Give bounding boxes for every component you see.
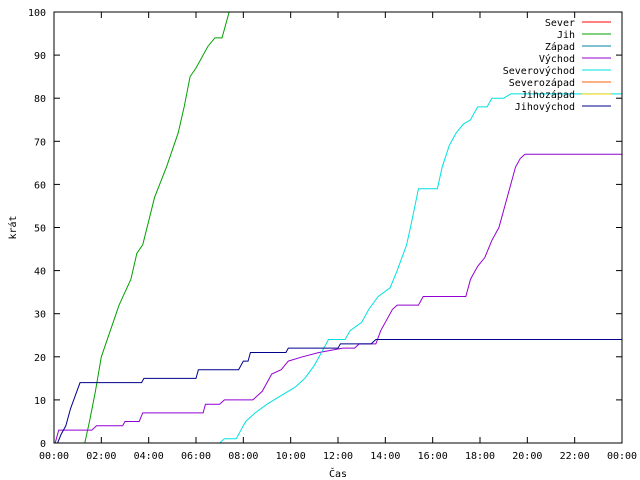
y-tick-label: 0	[40, 439, 46, 450]
x-tick-label: 00:00	[39, 451, 69, 462]
x-tick-label: 18:00	[465, 451, 495, 462]
x-tick-label: 00:00	[607, 451, 637, 462]
legend: SeverJihZápadVýchodSeverovýchodSeverozáp…	[503, 18, 611, 113]
series-line-východ	[54, 153, 622, 444]
y-tick-label: 20	[34, 353, 46, 364]
y-tick-label: 50	[34, 224, 46, 235]
x-tick-label: 08:00	[228, 451, 258, 462]
y-tick-label: 10	[34, 396, 46, 407]
x-tick-label: 14:00	[370, 451, 400, 462]
series-line-jihovýchod	[57, 339, 622, 444]
y-axis: 0 10 20 30 40 50 60 70 80 90 100	[28, 8, 622, 450]
x-tick-label: 20:00	[512, 451, 542, 462]
x-tick-label: 16:00	[418, 451, 448, 462]
series-line-jih	[84, 11, 230, 444]
series-line-severovýchod	[219, 93, 622, 444]
legend-label: Jih	[557, 30, 575, 41]
y-tick-label: 70	[34, 137, 46, 148]
y-tick-label: 100	[28, 8, 46, 19]
x-tick-label: 12:00	[323, 451, 353, 462]
x-tick-label: 22:00	[560, 451, 590, 462]
y-tick-label: 60	[34, 180, 46, 191]
y-tick-label: 30	[34, 310, 46, 321]
legend-label: Jihozápad	[521, 89, 575, 101]
legend-label: Západ	[545, 41, 575, 53]
x-axis: 00:00 02:00 04:00 06:00 08:00 10:00 12:00 14:00…	[39, 12, 637, 462]
x-tick-label: 04:00	[134, 451, 164, 462]
x-axis-title: Čas	[329, 467, 347, 480]
x-tick-label: 06:00	[181, 451, 211, 462]
legend-label: Jihovýchod	[515, 101, 575, 113]
y-tick-label: 90	[34, 51, 46, 62]
y-tick-label: 80	[34, 94, 46, 105]
legend-label: Sever	[545, 18, 575, 29]
y-tick-label: 40	[34, 267, 46, 278]
legend-label: Východ	[539, 53, 575, 65]
y-axis-title: krát	[7, 215, 19, 239]
x-tick-label: 10:00	[276, 451, 306, 462]
legend-label: Severovýchod	[503, 65, 575, 77]
legend-label: Severozápad	[509, 77, 575, 89]
plot-series	[54, 11, 622, 444]
x-tick-label: 02:00	[86, 451, 116, 462]
